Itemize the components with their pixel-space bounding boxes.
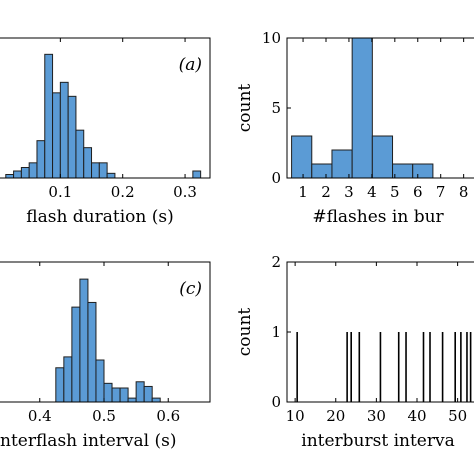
x-axis-label: #flashes in bur xyxy=(312,207,444,227)
histogram-bar-2 xyxy=(13,170,22,179)
histogram-bar-5 xyxy=(392,163,414,179)
x-tick-label: 0.6 xyxy=(156,407,180,425)
x-tick-label: 0.2 xyxy=(111,183,135,201)
histogram-bar-15 xyxy=(192,170,202,179)
x-tick-label: 0.1 xyxy=(48,183,72,201)
histogram-bar-3 xyxy=(20,167,30,179)
histogram-bar-0 xyxy=(55,367,65,403)
x-tick-label: 1 xyxy=(298,183,308,201)
histogram-bar-6 xyxy=(412,163,434,179)
histogram-bar-4 xyxy=(371,135,394,179)
histogram-bar-11 xyxy=(83,147,93,179)
y-tick-label: 0 xyxy=(271,393,281,411)
panel-d-interburst-interval: 10 20 30 40 50 0 1 2 interburst interva count xyxy=(235,253,474,451)
histogram-bar-11 xyxy=(143,385,153,403)
x-tick-label: 10 xyxy=(286,407,305,425)
y-tick-label: 1 xyxy=(271,323,281,341)
histogram-bar-2 xyxy=(331,149,353,179)
y-tick-label: 2 xyxy=(271,253,281,271)
histogram-bar-1 xyxy=(311,163,333,179)
histogram-bar-5 xyxy=(95,359,105,403)
y-tick-label: 0 xyxy=(271,169,281,187)
x-axis-label: interburst interva xyxy=(301,431,454,451)
histogram-bar-13 xyxy=(98,162,108,179)
histogram-bar-12 xyxy=(91,162,100,179)
histogram-bar-6 xyxy=(103,382,113,403)
histogram-bar-5 xyxy=(36,140,46,179)
histogram-bar-4 xyxy=(28,162,38,179)
histogram-bar-7 xyxy=(52,92,61,179)
histogram-bar-2 xyxy=(71,306,81,403)
x-tick-label: 4 xyxy=(367,183,377,201)
histogram-bar-9 xyxy=(67,95,77,179)
panel-label: (c) xyxy=(179,279,202,299)
x-tick-label: 7 xyxy=(436,183,446,201)
x-tick-label: 50 xyxy=(448,407,467,425)
x-tick-label: 30 xyxy=(367,407,386,425)
histogram-bar-4 xyxy=(87,301,97,403)
x-tick-label: 0.3 xyxy=(173,183,197,201)
histogram-bar-8 xyxy=(59,81,69,179)
histogram-bar-7 xyxy=(111,387,121,403)
y-tick-label: 10 xyxy=(262,29,281,47)
x-tick-label: 2 xyxy=(321,183,331,201)
x-axis-label: flash duration (s) xyxy=(26,207,174,227)
histogram-bar-9 xyxy=(127,397,137,403)
panel-c-interflash-interval: 0.4 0.5 0.6 nterflash interval (s) (c) xyxy=(0,261,211,451)
y-tick-label: 5 xyxy=(271,99,281,117)
x-tick-label: 40 xyxy=(407,407,426,425)
histogram-bar-10 xyxy=(135,381,145,403)
y-axis-label: count xyxy=(235,308,255,357)
histogram-bar-3 xyxy=(351,37,373,179)
x-tick-label: 0.5 xyxy=(92,407,116,425)
panel-label: (a) xyxy=(179,55,202,75)
histogram-bar-8 xyxy=(119,387,129,403)
x-tick-label: 3 xyxy=(344,183,354,201)
x-tick-label: 6 xyxy=(413,183,423,201)
histogram-bar-10 xyxy=(75,129,85,179)
x-tick-label: 0.4 xyxy=(28,407,52,425)
y-axis-label: count xyxy=(235,84,255,133)
histogram-bar-1 xyxy=(63,356,73,403)
x-tick-label: 20 xyxy=(326,407,345,425)
axes-frame xyxy=(0,37,211,179)
x-tick-label: 5 xyxy=(390,183,400,201)
histogram-bar-12 xyxy=(151,397,161,403)
x-tick-label: 8 xyxy=(459,183,469,201)
panel-a-flash-duration: 0.1 0.2 0.3 flash duration (s) (a) xyxy=(0,37,211,227)
histogram-bar-14 xyxy=(106,172,116,179)
histogram-bar-1 xyxy=(5,174,15,179)
x-axis-label: nterflash interval (s) xyxy=(0,431,177,451)
histogram-bar-3 xyxy=(79,278,89,403)
histogram-bar-6 xyxy=(44,53,54,179)
histogram-bar-0 xyxy=(291,135,313,179)
